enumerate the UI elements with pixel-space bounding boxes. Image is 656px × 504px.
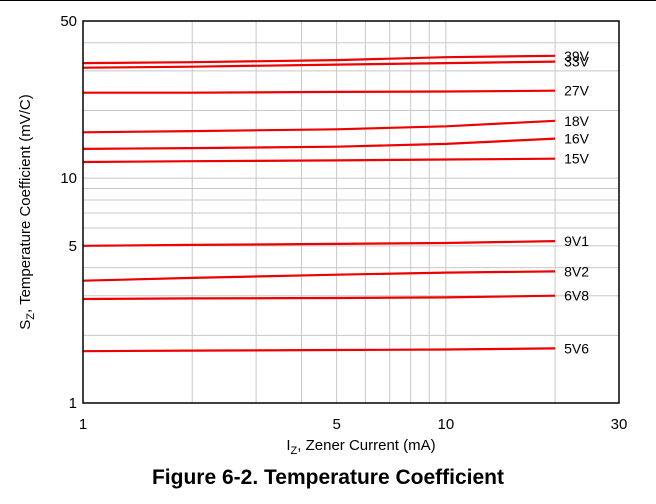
series-line-9v1 [82,240,556,247]
x-tick-label: 10 [438,416,455,433]
series-line-18v [82,119,556,134]
series-line-5v6 [82,347,556,353]
series-label-33v: 33V [564,54,590,70]
y-tick-label: 5 [69,238,77,255]
series-label-16v: 16V [564,131,590,147]
series-label-18v: 18V [564,113,590,129]
series-label-5v6: 5V6 [564,340,589,356]
series-label-39v: 39V [564,48,590,64]
x-tick-label: 30 [611,416,628,433]
x-tick-label: 1 [79,416,87,433]
figure-caption: Figure 6-2. Temperature Coefficient [151,466,505,489]
series-line-16v [82,137,556,150]
y-tick-label: 50 [60,13,77,30]
top-rule [0,0,656,1]
series-line-6v8 [82,294,556,301]
series-line-27v [83,89,556,94]
x-tick-label: 5 [332,416,340,433]
plot-frame [82,20,620,404]
y-tick-label: 10 [60,170,77,187]
plot-area [83,21,619,403]
series-line-15v [82,157,556,164]
series-label-6v8: 6V8 [564,288,589,304]
y-axis-label: SZ, Temperature Coefficient (mV/C) [17,94,37,329]
series-line-8v2 [82,270,556,282]
y-tick-label: 1 [69,395,77,412]
series-label-27v: 27V [564,83,590,99]
series-label-9v1: 9V1 [564,233,589,249]
series-label-15v: 15V [564,151,590,167]
series-label-8v2: 8V2 [564,263,589,279]
series-line-33v [82,60,556,69]
x-axis-label: IZ, Zener Current (mA) [286,437,435,457]
series-line-39v [82,54,556,65]
